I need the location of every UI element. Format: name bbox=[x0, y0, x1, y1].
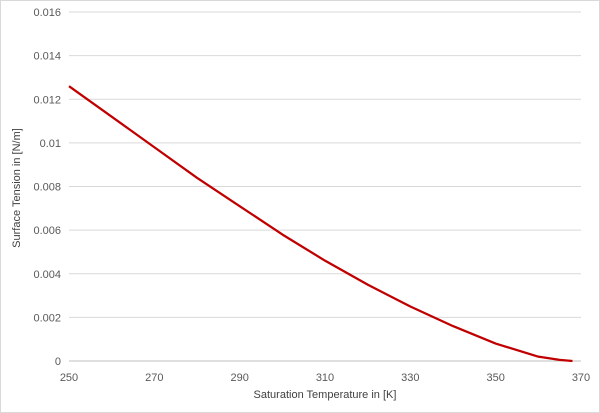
x-axis-title: Saturation Temperature in [K] bbox=[254, 389, 397, 401]
y-tick-labels: 0 0.002 0.004 0.006 0.008 0.01 0.012 0.014 0.016 bbox=[33, 7, 61, 368]
x-tick-label: 370 bbox=[572, 372, 590, 384]
y-tick-label: 0.006 bbox=[33, 225, 61, 237]
x-tick-label: 310 bbox=[316, 372, 334, 384]
x-tick-label: 330 bbox=[401, 372, 419, 384]
y-tick-label: 0.008 bbox=[33, 182, 61, 194]
y-tick-label: 0 bbox=[55, 356, 61, 368]
gridlines bbox=[69, 11, 581, 318]
y-tick-label: 0.012 bbox=[33, 94, 61, 106]
x-tick-label: 350 bbox=[486, 372, 504, 384]
series-line bbox=[68, 85, 573, 363]
y-tick-label: 0.004 bbox=[33, 269, 61, 281]
y-tick-label: 0.014 bbox=[33, 51, 61, 63]
y-tick-label: 0.016 bbox=[33, 7, 61, 19]
x-tick-label: 270 bbox=[145, 372, 163, 384]
y-axis-title: Surface Tension in [N/m] bbox=[11, 128, 23, 248]
x-tick-label: 290 bbox=[230, 372, 248, 384]
series-layer bbox=[68, 85, 573, 363]
y-tick-label: 0.002 bbox=[33, 312, 61, 324]
y-tick-label: 0.01 bbox=[40, 138, 61, 150]
x-tick-label: 250 bbox=[60, 372, 78, 384]
x-tick-labels: 250 270 290 310 330 350 370 bbox=[60, 372, 590, 384]
